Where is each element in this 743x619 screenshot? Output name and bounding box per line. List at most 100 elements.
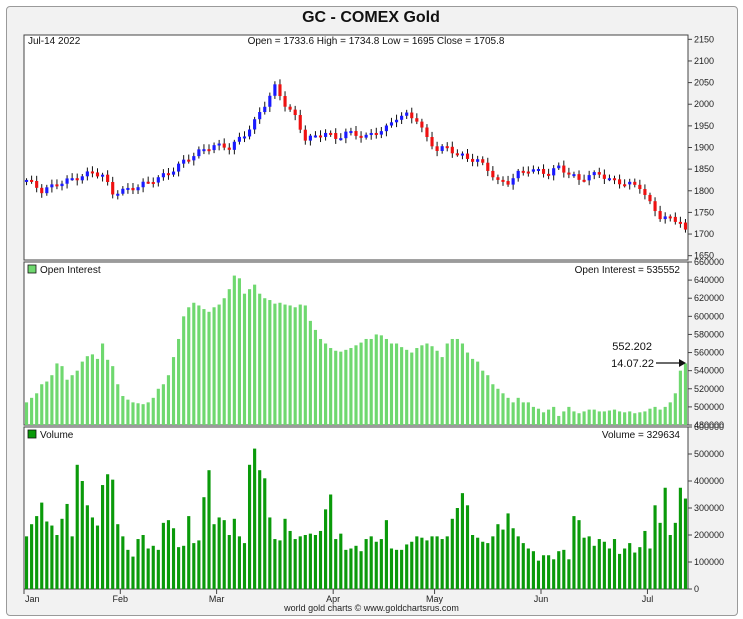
volume-bar bbox=[35, 516, 39, 589]
volume-bar bbox=[90, 517, 94, 589]
y-tick-label: 2050 bbox=[694, 78, 714, 88]
y-tick-label: 540000 bbox=[694, 366, 724, 376]
price-candle bbox=[35, 180, 39, 188]
price-candle bbox=[658, 211, 662, 220]
open-interest-bar bbox=[182, 316, 186, 425]
volume-bar bbox=[258, 470, 262, 589]
volume-bar bbox=[612, 539, 617, 589]
price-candle bbox=[344, 131, 348, 139]
x-tick-label: Jan bbox=[25, 594, 40, 604]
open-interest-bar bbox=[384, 338, 388, 425]
volume-bar bbox=[552, 559, 556, 589]
open-interest-bar bbox=[476, 361, 480, 425]
open-interest-bar bbox=[222, 298, 226, 425]
price-candle bbox=[506, 181, 510, 185]
open-interest-bar bbox=[197, 305, 201, 425]
volume-bar bbox=[222, 520, 226, 589]
price-candle bbox=[70, 178, 74, 181]
volume-bar bbox=[278, 540, 282, 589]
open-interest-bar bbox=[207, 311, 211, 425]
volume-bar bbox=[212, 524, 216, 589]
open-interest-bar bbox=[35, 393, 39, 425]
volume-bar bbox=[430, 536, 434, 589]
volume-bar bbox=[334, 539, 338, 589]
volume-bar bbox=[197, 540, 201, 589]
chart-title: GC - COMEX Gold bbox=[302, 9, 440, 26]
y-tick-label: 500000 bbox=[694, 402, 724, 412]
open-interest-bar bbox=[339, 351, 343, 425]
open-interest-bar bbox=[369, 338, 373, 425]
price-candle bbox=[536, 168, 541, 171]
price-candle bbox=[379, 131, 383, 135]
open-interest-bar bbox=[278, 302, 282, 425]
volume-bar bbox=[166, 520, 171, 589]
open-interest-bar bbox=[111, 366, 115, 425]
price-candle bbox=[511, 178, 515, 185]
open-interest-bar bbox=[486, 375, 490, 425]
volume-bar bbox=[592, 545, 596, 589]
price-candle bbox=[572, 174, 576, 177]
volume-bar bbox=[557, 551, 561, 589]
open-interest-bar bbox=[247, 289, 252, 425]
volume-bar bbox=[192, 543, 196, 589]
open-interest-bar bbox=[202, 309, 206, 425]
legend-swatch bbox=[27, 429, 37, 439]
price-candle bbox=[329, 132, 333, 135]
volume-bar bbox=[50, 525, 54, 589]
annotation-date: 14.07.22 bbox=[611, 358, 654, 370]
volume-bar bbox=[146, 548, 150, 589]
y-tick-label: 480000 bbox=[694, 420, 724, 430]
open-interest-bar bbox=[389, 343, 394, 425]
price-candle bbox=[633, 181, 637, 185]
price-candle bbox=[308, 135, 312, 141]
volume-bar bbox=[324, 509, 328, 589]
open-interest-bar bbox=[121, 396, 125, 425]
open-interest-bar bbox=[324, 343, 328, 425]
price-candle bbox=[460, 153, 465, 156]
open-interest-bar bbox=[288, 305, 292, 425]
y-tick-label: 580000 bbox=[694, 329, 724, 339]
open-interest-bar bbox=[237, 278, 241, 425]
open-interest-bar bbox=[623, 412, 627, 425]
volume-bar bbox=[308, 533, 312, 589]
volume-bar bbox=[136, 539, 140, 589]
open-interest-bar bbox=[359, 342, 363, 425]
y-tick-label: 200000 bbox=[694, 530, 724, 540]
volume-bar bbox=[237, 536, 241, 589]
volume-bar bbox=[450, 518, 454, 589]
volume-bar bbox=[131, 556, 135, 589]
open-interest-bar bbox=[161, 384, 165, 425]
open-interest-bar bbox=[501, 393, 505, 425]
volume-bar bbox=[161, 522, 165, 589]
price-candle bbox=[339, 138, 343, 141]
open-interest-bar bbox=[349, 348, 353, 425]
volume-bar bbox=[182, 545, 186, 589]
price-candle bbox=[541, 168, 546, 174]
price-candle bbox=[45, 187, 49, 194]
open-interest-bar bbox=[242, 293, 247, 425]
volume-bar bbox=[293, 539, 297, 589]
annotation-value: 552.202 bbox=[612, 341, 652, 353]
volume-bar bbox=[364, 539, 368, 589]
volume-bar bbox=[648, 548, 652, 589]
price-candle bbox=[486, 162, 490, 171]
price-candle bbox=[415, 118, 419, 122]
open-interest-bar bbox=[678, 370, 682, 425]
price-candle bbox=[455, 153, 459, 156]
volume-bar bbox=[45, 521, 49, 589]
open-interest-bar bbox=[217, 304, 221, 425]
open-interest-bar bbox=[552, 406, 556, 425]
chart-credit: world gold charts © www.goldchartsrus.co… bbox=[284, 603, 459, 613]
price-candle bbox=[359, 135, 363, 138]
volume-bar bbox=[329, 494, 333, 589]
volume-bar bbox=[486, 543, 490, 589]
open-interest-bar bbox=[628, 411, 632, 425]
open-interest-bar bbox=[273, 303, 277, 425]
price-candle bbox=[526, 171, 530, 174]
open-interest-bar bbox=[450, 338, 454, 425]
open-interest-bar bbox=[379, 335, 383, 425]
price-candle bbox=[364, 134, 368, 138]
open-interest-bar bbox=[445, 343, 449, 425]
open-interest-bar bbox=[258, 293, 262, 425]
